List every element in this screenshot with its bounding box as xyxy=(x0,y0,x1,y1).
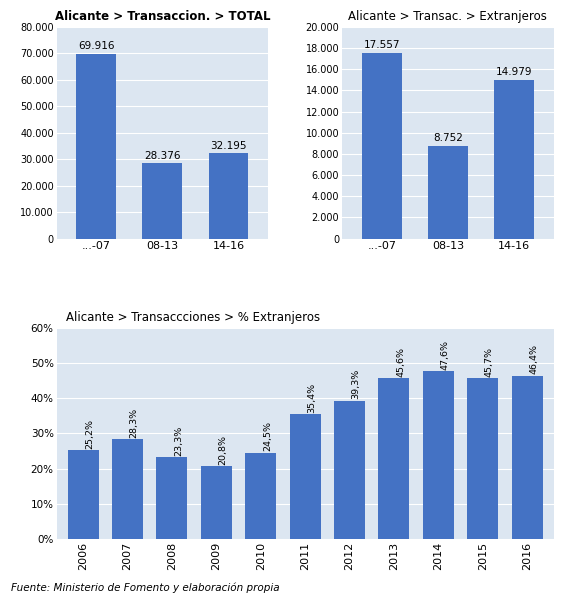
Bar xyxy=(428,146,468,238)
Bar xyxy=(423,371,454,539)
Bar xyxy=(362,52,402,238)
Bar xyxy=(494,80,534,238)
Text: 24,5%: 24,5% xyxy=(263,421,272,452)
Bar xyxy=(208,153,248,238)
Bar xyxy=(511,375,542,539)
Bar xyxy=(245,453,276,539)
Text: 25,2%: 25,2% xyxy=(85,419,94,449)
Text: Alicante > Transaccciones > % Extranjeros: Alicante > Transaccciones > % Extranjero… xyxy=(67,311,320,324)
Bar xyxy=(68,451,99,539)
Bar xyxy=(76,54,116,238)
Text: 46,4%: 46,4% xyxy=(529,344,538,374)
Text: 14.979: 14.979 xyxy=(496,67,532,77)
Text: 32.195: 32.195 xyxy=(210,141,247,151)
Bar xyxy=(112,439,143,539)
Text: 45,6%: 45,6% xyxy=(396,347,405,377)
Text: 47,6%: 47,6% xyxy=(441,340,450,370)
Text: 23,3%: 23,3% xyxy=(174,426,183,456)
Text: 69.916: 69.916 xyxy=(78,41,115,51)
Title: Alicante > Transaccion. > TOTAL: Alicante > Transaccion. > TOTAL xyxy=(55,10,270,23)
Bar xyxy=(142,163,182,238)
Text: 39,3%: 39,3% xyxy=(351,369,360,399)
Text: 17.557: 17.557 xyxy=(363,40,400,50)
Bar xyxy=(334,401,365,539)
Bar xyxy=(379,378,410,539)
Text: 45,7%: 45,7% xyxy=(485,347,494,377)
Text: 8.752: 8.752 xyxy=(433,134,463,143)
Text: 20,8%: 20,8% xyxy=(219,434,228,464)
Bar xyxy=(201,466,232,539)
Bar xyxy=(467,378,498,539)
Text: 28,3%: 28,3% xyxy=(130,408,139,438)
Title: Alicante > Transac. > Extranjeros: Alicante > Transac. > Extranjeros xyxy=(349,10,547,23)
Bar xyxy=(157,457,188,539)
Text: Fuente: Ministerio de Fomento y elaboración propia: Fuente: Ministerio de Fomento y elaborac… xyxy=(11,582,280,593)
Text: 35,4%: 35,4% xyxy=(307,383,316,413)
Text: 28.376: 28.376 xyxy=(144,151,181,161)
Bar xyxy=(290,414,321,539)
